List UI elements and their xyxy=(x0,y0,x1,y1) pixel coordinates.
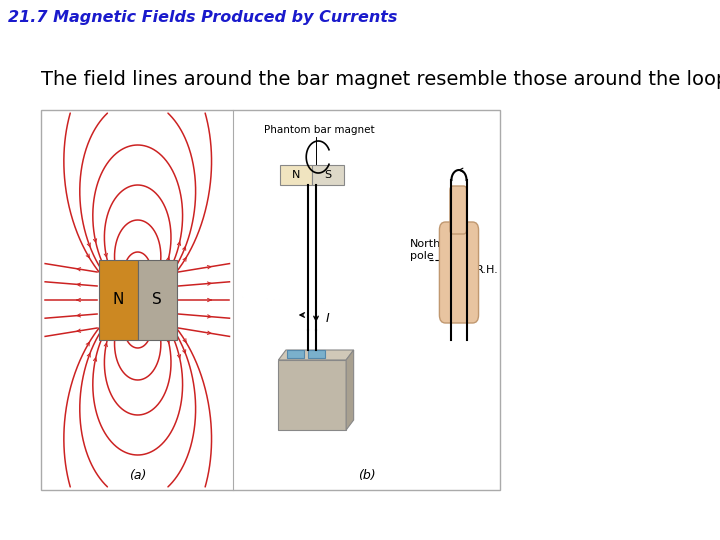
Bar xyxy=(41,110,500,490)
Text: I: I xyxy=(326,312,330,325)
Text: N: N xyxy=(292,170,300,180)
Bar xyxy=(99,260,138,340)
Bar xyxy=(138,260,177,340)
Bar xyxy=(280,165,312,185)
Text: (b): (b) xyxy=(358,469,376,482)
Text: S: S xyxy=(325,170,332,180)
Text: The field lines around the bar magnet resemble those around the loop.: The field lines around the bar magnet re… xyxy=(41,70,720,89)
Text: (a): (a) xyxy=(129,469,146,482)
FancyBboxPatch shape xyxy=(439,222,479,323)
Bar xyxy=(279,360,346,430)
Text: S: S xyxy=(153,293,162,307)
Bar xyxy=(308,350,325,358)
Bar xyxy=(312,165,344,185)
Polygon shape xyxy=(279,350,354,360)
Text: North
pole: North pole xyxy=(410,239,441,261)
Bar xyxy=(287,350,304,358)
Text: R.H.: R.H. xyxy=(475,265,498,275)
Text: Phantom bar magnet: Phantom bar magnet xyxy=(264,125,375,135)
Text: N: N xyxy=(112,293,124,307)
Polygon shape xyxy=(346,350,354,430)
Text: 21.7 Magnetic Fields Produced by Currents: 21.7 Magnetic Fields Produced by Current… xyxy=(7,10,397,25)
FancyBboxPatch shape xyxy=(450,186,467,234)
